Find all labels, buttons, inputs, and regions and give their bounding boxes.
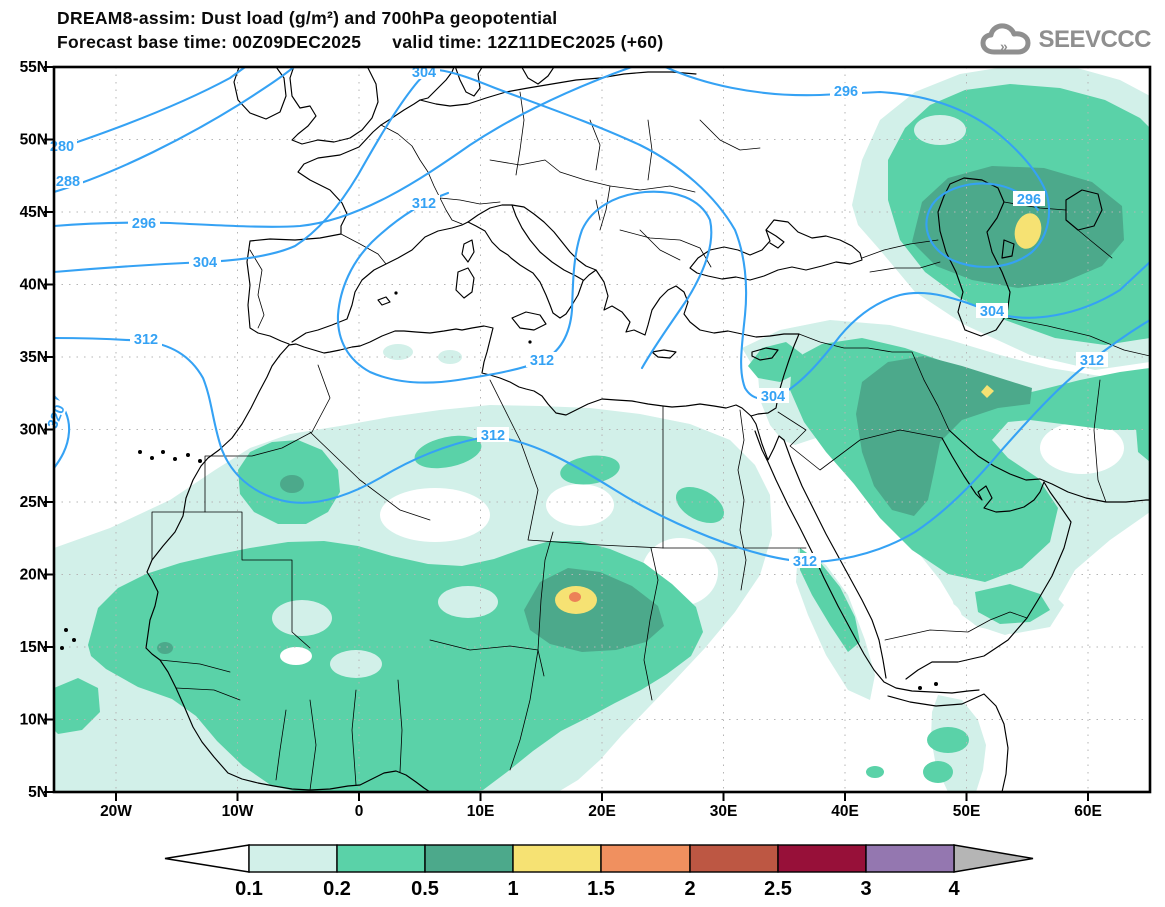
contour-label: 288 bbox=[56, 174, 80, 190]
cloud-icon: » bbox=[980, 23, 1031, 55]
svg-text:»: » bbox=[1000, 38, 1008, 54]
logo-text: SEEVCCC bbox=[1038, 26, 1151, 53]
lat-label: 20N bbox=[20, 567, 48, 584]
colorbar-value: 0.2 bbox=[323, 878, 351, 900]
contour-label: 304 bbox=[980, 304, 1004, 320]
contour-label: 312 bbox=[530, 353, 554, 369]
axis-ticks bbox=[44, 66, 1089, 801]
lat-label: 55N bbox=[20, 59, 48, 76]
lon-label: 0 bbox=[355, 803, 364, 820]
lat-label: 25N bbox=[20, 494, 48, 511]
colorbar-right-arrow bbox=[953, 844, 1034, 873]
colorbar-value: 2 bbox=[684, 878, 695, 900]
contour-label: 304 bbox=[761, 389, 785, 405]
contour-label: 296 bbox=[132, 216, 156, 232]
lat-label: 45N bbox=[20, 204, 48, 221]
colorbar-value: 1.5 bbox=[587, 878, 615, 900]
lat-label: 10N bbox=[20, 712, 48, 729]
map-title: DREAM8-assim: Dust load (g/m²) and 700hP… bbox=[57, 8, 558, 28]
contour-label: 312 bbox=[481, 428, 505, 444]
grid-layer bbox=[54, 67, 1150, 792]
lon-label: 50E bbox=[953, 803, 981, 820]
colorbar-segment bbox=[865, 844, 955, 873]
colorbar-segment bbox=[424, 844, 514, 873]
lon-label: 10E bbox=[467, 803, 495, 820]
colorbar-segment bbox=[777, 844, 867, 873]
contour-label: 312 bbox=[134, 332, 158, 348]
colorbar-segment bbox=[689, 844, 779, 873]
contour-label: 296 bbox=[1017, 192, 1041, 208]
colorbar-segment bbox=[512, 844, 602, 873]
lon-label: 60E bbox=[1074, 803, 1102, 820]
lat-label: 5N bbox=[28, 784, 48, 801]
contour-label: 312 bbox=[1080, 353, 1104, 369]
title-block: DREAM8-assim: Dust load (g/m²) and 700hP… bbox=[57, 6, 663, 54]
colorbar-segment bbox=[600, 844, 691, 873]
lon-label: 40E bbox=[831, 803, 859, 820]
colorbar-segment bbox=[336, 844, 426, 873]
lon-label: 20E bbox=[588, 803, 616, 820]
seevccc-logo: » SEEVCCC bbox=[980, 22, 1151, 58]
lon-axis: 20W 10W 0 10E 20E 30E 40E 50E 60E bbox=[100, 803, 1102, 820]
colorbar-value: 0.5 bbox=[411, 878, 439, 900]
contour-label: 280 bbox=[50, 139, 74, 155]
lon-label: 20W bbox=[100, 803, 132, 820]
dust-shading-layer bbox=[54, 67, 1150, 792]
lat-label: 35N bbox=[20, 349, 48, 366]
lat-label: 15N bbox=[20, 639, 48, 656]
contour-label: 312 bbox=[793, 554, 817, 570]
contour-label: 304 bbox=[193, 255, 217, 271]
contour-label: 304 bbox=[412, 65, 436, 81]
colorbar: 0.1 0.2 0.5 1 1.5 2 2.5 3 4 bbox=[164, 844, 1034, 900]
lat-label: 30N bbox=[20, 422, 48, 439]
colorbar-value: 4 bbox=[948, 878, 960, 900]
colorbar-value: 0.1 bbox=[235, 878, 263, 900]
coastline-layer bbox=[60, 67, 1150, 792]
colorbar-segment bbox=[248, 844, 338, 873]
lon-label: 10W bbox=[222, 803, 254, 820]
contour-label: 296 bbox=[834, 84, 858, 100]
colorbar-value: 1 bbox=[507, 878, 518, 900]
colorbar-value: 3 bbox=[860, 878, 871, 900]
lat-label: 50N bbox=[20, 132, 48, 149]
colorbar-left-arrow bbox=[164, 844, 250, 873]
colorbar-value: 2.5 bbox=[764, 878, 792, 900]
lon-label: 30E bbox=[710, 803, 738, 820]
lat-axis: 55N 50N 45N 40N 35N 30N 25N 20N 15N 10N … bbox=[20, 59, 48, 801]
lat-label: 40N bbox=[20, 277, 48, 294]
map-subtitle: Forecast base time: 00Z09DEC2025 valid t… bbox=[57, 32, 664, 52]
contour-label: 312 bbox=[412, 196, 436, 212]
